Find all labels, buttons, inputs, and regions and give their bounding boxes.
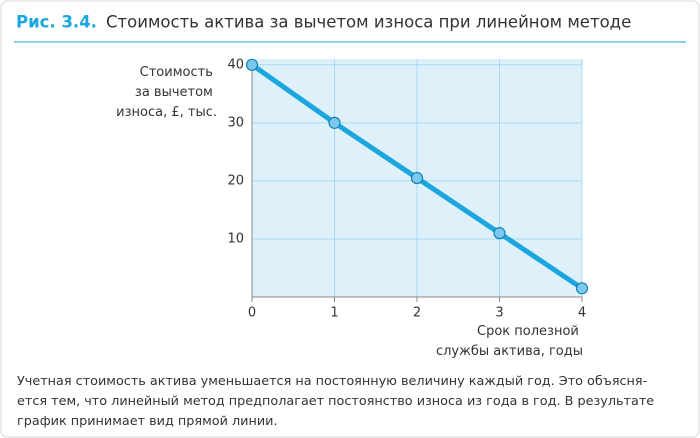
data-point — [328, 116, 341, 129]
figure-label: Рис. 3.4. — [16, 13, 97, 32]
caption-line: график принимает вид прямой линии. — [17, 414, 278, 429]
y-tick-label: 40 — [227, 57, 244, 72]
y-axis-label: Стоимость за вычетом износа, £, тыс. — [116, 65, 217, 120]
data-point — [575, 282, 589, 295]
x-tick-label: 0 — [248, 306, 256, 321]
x-tick-label: 1 — [330, 306, 338, 321]
data-point — [245, 58, 259, 71]
y-tick-label: 20 — [227, 173, 244, 188]
x-axis-label: Срок полезной службы актива, годы — [436, 324, 583, 359]
data-point — [410, 171, 424, 185]
x-label-line: Срок полезной — [477, 324, 579, 339]
x-tick-label: 2 — [413, 306, 421, 321]
caption: Учетная стоимость актива уменьшается на … — [17, 374, 658, 429]
x-label-line: службы актива, годы — [436, 344, 583, 359]
y-tick-label: 10 — [227, 231, 244, 246]
x-tick-label: 3 — [495, 306, 503, 321]
y-label-line: Стоимость — [140, 65, 213, 80]
caption-line: ется тем, что линейный метод предполагае… — [17, 394, 654, 409]
data-point — [493, 227, 506, 240]
chart-title: Стоимость актива за вычетом износа при л… — [106, 13, 631, 32]
y-label-line: износа, £, тыс. — [116, 105, 217, 120]
caption-line: Учетная стоимость актива уменьшается на … — [17, 374, 647, 389]
y-label-line: за вычетом — [135, 85, 213, 100]
x-tick-label: 4 — [578, 306, 586, 321]
y-tick-label: 30 — [227, 115, 244, 130]
